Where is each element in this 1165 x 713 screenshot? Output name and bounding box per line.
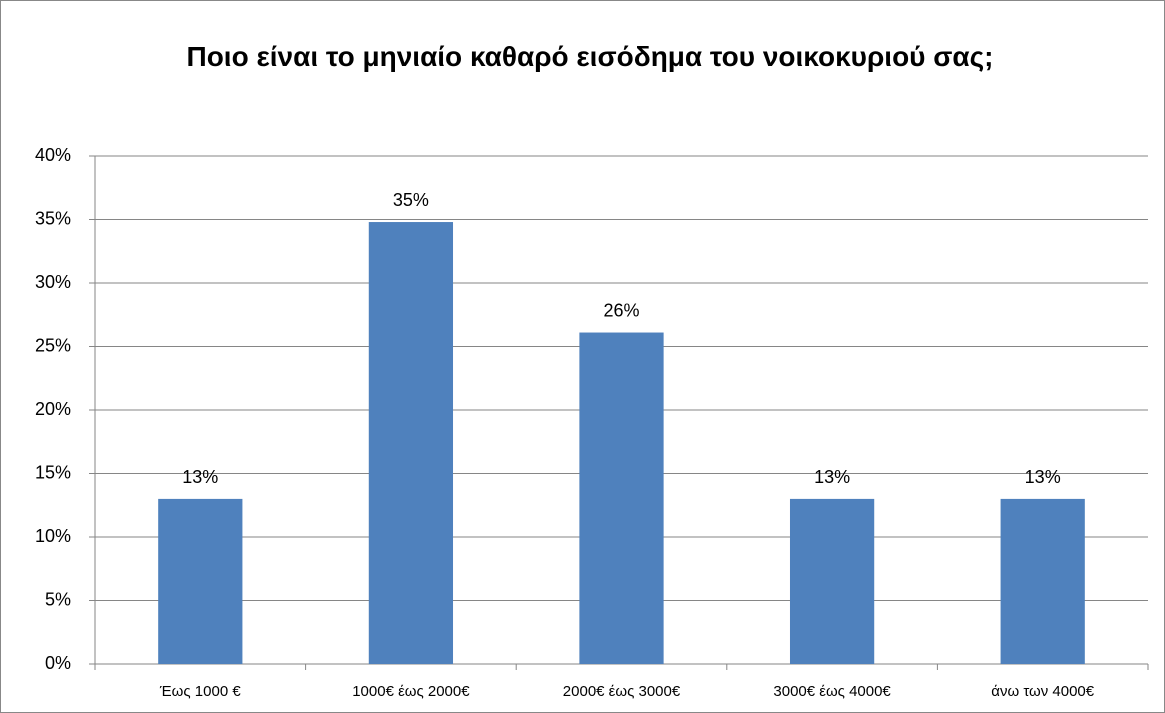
y-tick-label: 20% (35, 399, 71, 419)
x-tick-label: 2000€ έως 3000€ (563, 683, 681, 700)
bar (368, 222, 454, 665)
x-tick-label: άνω των 4000€ (991, 683, 1095, 700)
bar (158, 498, 243, 664)
y-tick-label: 35% (35, 208, 71, 228)
bar (1000, 498, 1085, 664)
y-tick-label: 15% (35, 462, 71, 482)
data-label: 13% (1025, 467, 1061, 487)
y-tick-label: 30% (35, 272, 71, 292)
y-tick-label: 5% (45, 589, 71, 609)
x-tick-label: 1000€ έως 2000€ (352, 683, 470, 700)
data-label: 35% (393, 190, 429, 210)
data-label: 13% (182, 467, 218, 487)
x-tick-label: Έως 1000 € (159, 683, 241, 700)
data-label: 13% (814, 467, 850, 487)
y-tick-label: 25% (35, 335, 71, 355)
x-tick-label: 3000€ έως 4000€ (773, 683, 891, 700)
data-label: 26% (603, 301, 639, 321)
y-tick-label: 40% (35, 145, 71, 165)
chart-title: Ποιο είναι το μηνιαίο καθαρό εισόδημα το… (186, 41, 994, 72)
bar (789, 498, 875, 664)
y-tick-label: 0% (45, 653, 71, 673)
y-tick-label: 10% (35, 526, 71, 546)
bar (579, 332, 664, 664)
